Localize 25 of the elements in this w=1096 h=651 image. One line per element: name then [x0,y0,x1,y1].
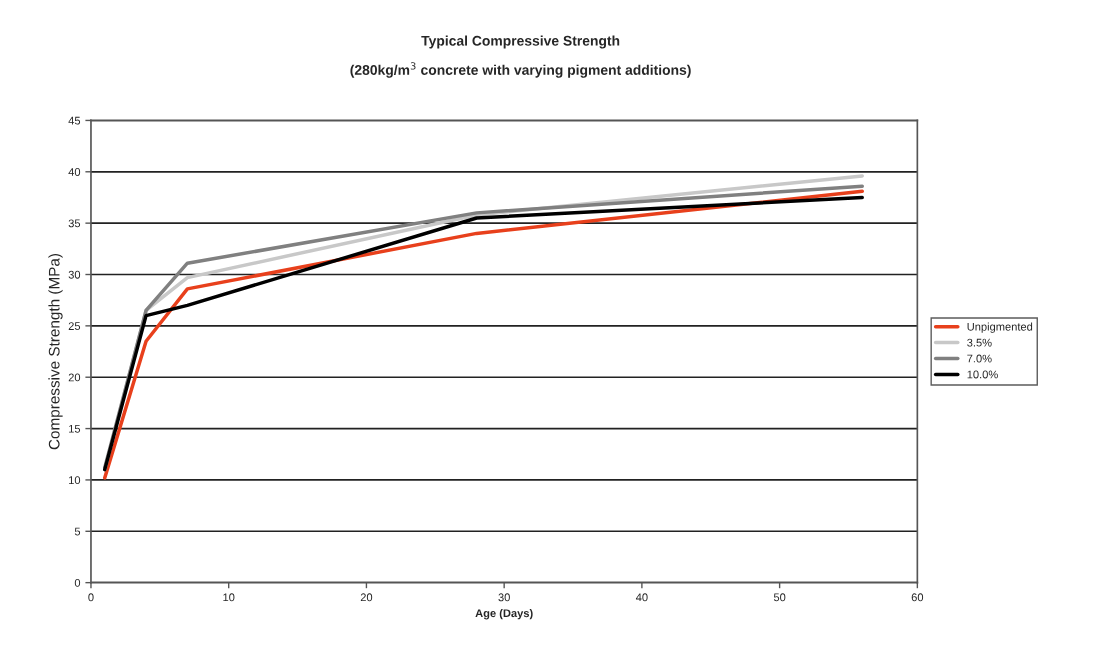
x-axis-title: Age (Days) [475,608,533,620]
y-axis-title: Compressive Strength (MPa) [48,253,63,450]
y-tick-label: 35 [68,219,81,228]
x-tick-label: 0 [88,593,94,602]
y-tick-label: 25 [68,322,81,330]
legend-label: Unpigmented [967,322,1033,333]
y-tick-label: 20 [68,373,81,382]
x-tick-label: 10 [223,593,235,602]
chart-subtitle: (280kg/m$^{3}$ concrete with varying pigment additions) [350,62,691,78]
x-tick-label: 50 [773,593,786,602]
y-tick-label: 15 [69,424,81,433]
y-tick-label: 45 [68,116,81,125]
x-tick-label: 20 [360,593,373,602]
y-tick-label: 5 [74,527,81,536]
legend-label: 3.5% [967,338,992,347]
y-tick-label: 0 [74,578,81,587]
x-tick-label: 60 [911,593,924,602]
legend-label: 10.0% [967,370,998,379]
y-tick-label: 40 [68,168,81,176]
chart-title: Typical Compressive Strength [421,35,620,49]
legend-label: 7.0% [967,354,992,363]
y-tick-label: 10 [69,476,81,485]
y-tick-label: 30 [68,270,81,279]
x-tick-label: 40 [635,593,648,602]
x-tick-label: 30 [498,593,510,602]
